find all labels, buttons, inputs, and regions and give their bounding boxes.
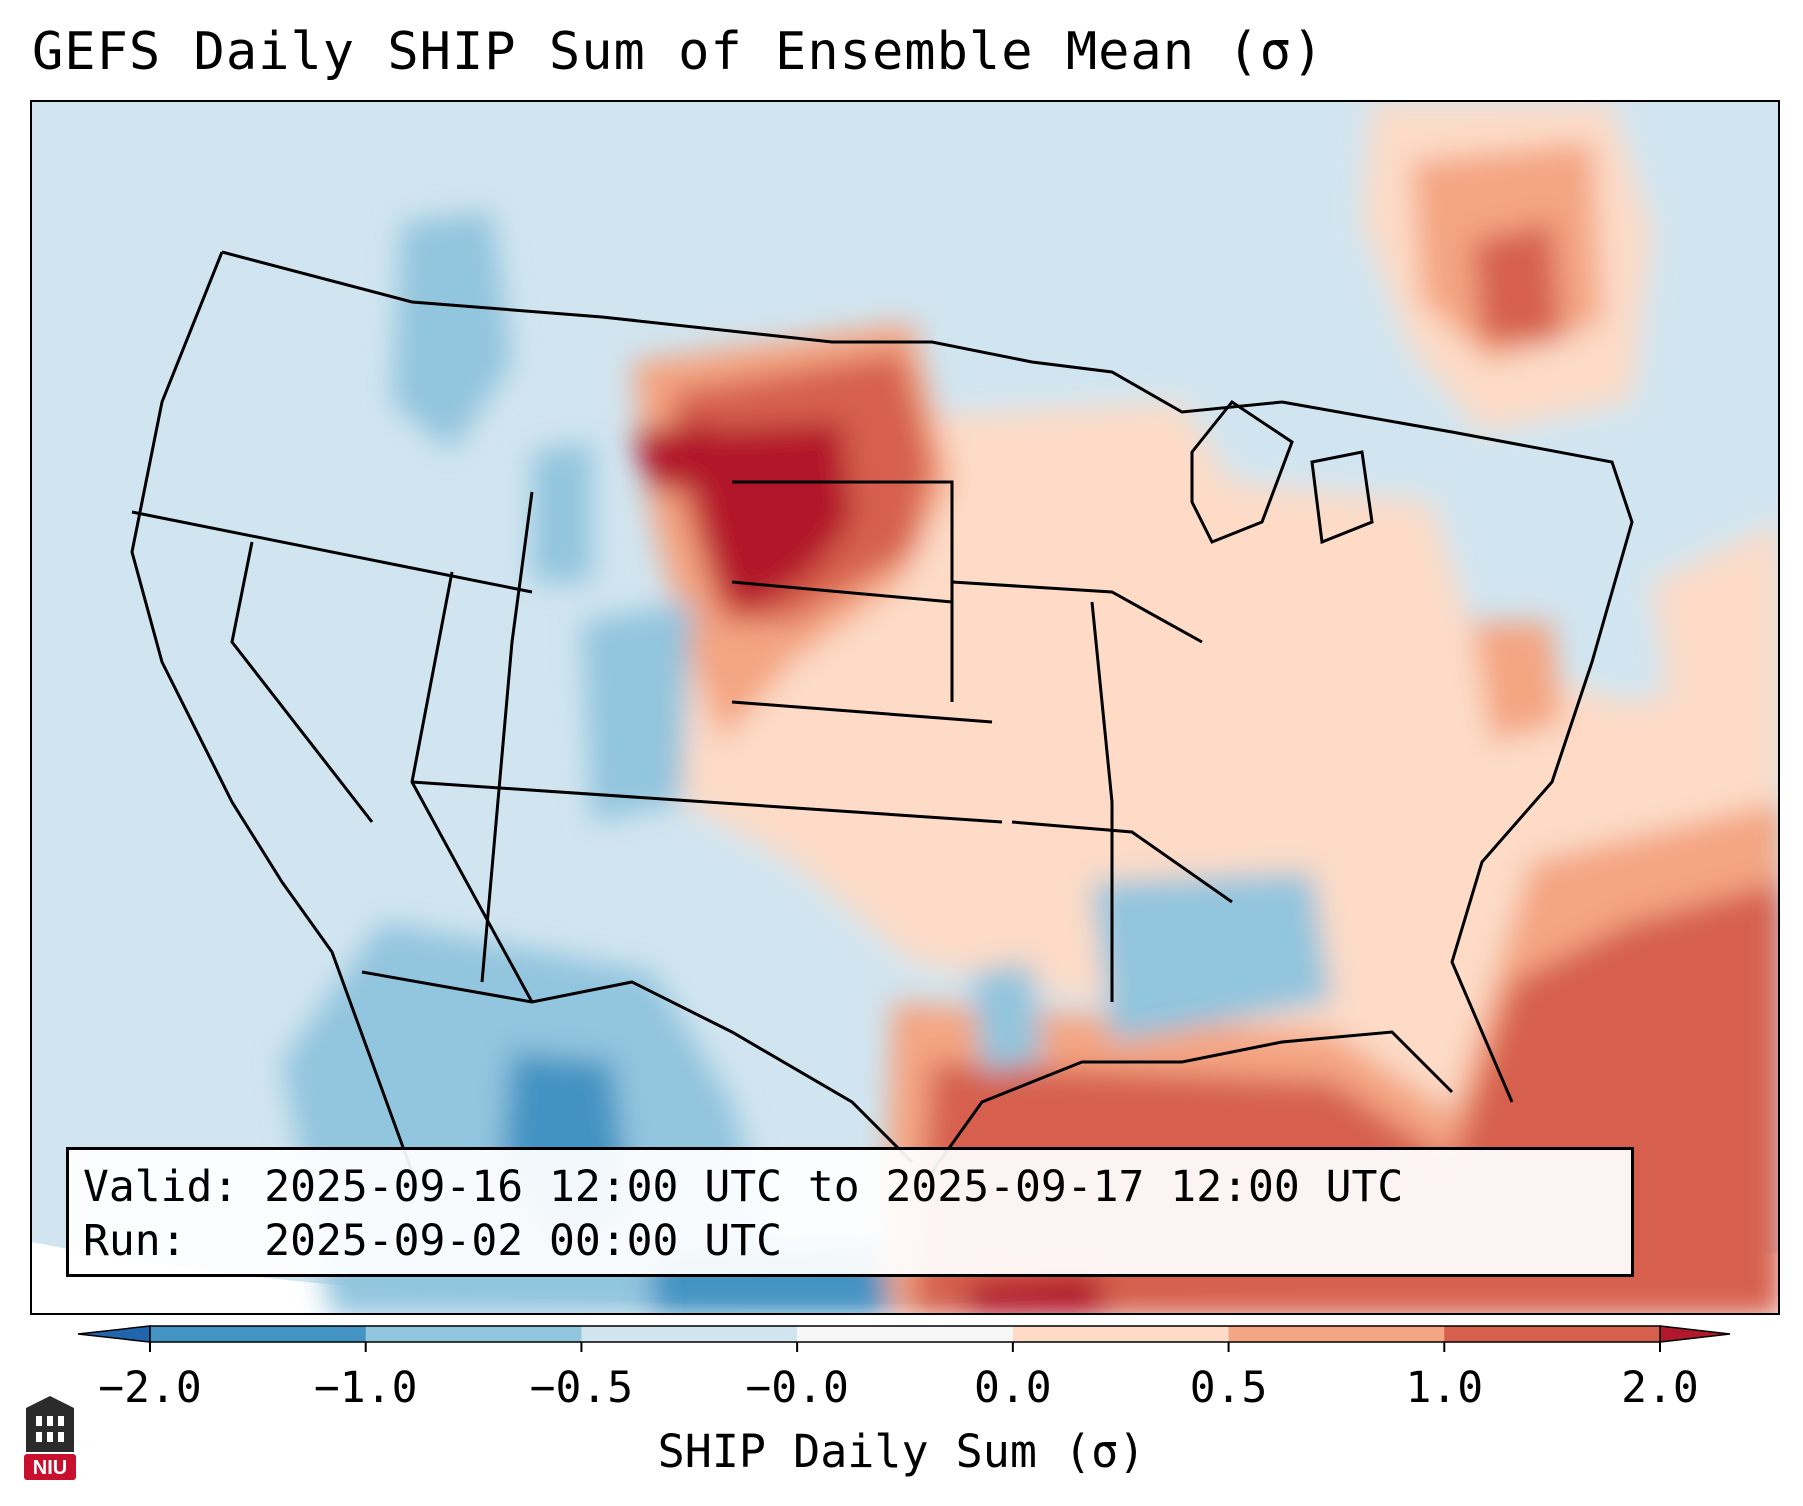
colorbar-bin — [797, 1326, 1014, 1342]
colorbar-tick-label: −2.0 — [98, 1363, 202, 1413]
colorbar-bin — [581, 1326, 798, 1342]
colorbar-label: SHIP Daily Sum (σ) — [657, 1425, 1146, 1478]
logo-text: NIU — [33, 1457, 67, 1479]
colorbar-tick-label: 0.0 — [974, 1363, 1052, 1413]
run-time-line: Run: 2025-09-02 00:00 UTC — [83, 1216, 782, 1266]
west-coast — [130, 251, 414, 1173]
colorbar-bin — [1228, 1326, 1445, 1342]
colorbar: −2.0 −1.0 −0.5 −0.0 0.0 0.5 1.0 2.0 — [77, 1325, 1731, 1413]
boundaries — [130, 250, 1634, 1173]
ship-heatmap — [32, 102, 1778, 1313]
colorbar-tick-label: −1.0 — [314, 1363, 418, 1413]
colorbar-bin — [1012, 1326, 1230, 1342]
great-lakes — [1190, 399, 1374, 545]
colorbar-extend-low — [77, 1325, 151, 1343]
east-coast — [1281, 400, 1634, 1103]
colorbar-tick-label: 0.5 — [1190, 1363, 1268, 1413]
colorbar-tick-label: 2.0 — [1621, 1363, 1699, 1413]
map-title: GEFS Daily SHIP Sum of Ensemble Mean (σ) — [32, 22, 1325, 82]
us-canada-border — [221, 250, 1283, 414]
mexico-border — [361, 970, 914, 1164]
state-line-west — [131, 491, 534, 1003]
gulf-coast — [930, 1030, 1454, 1173]
validity-box: Valid: 2025-09-16 12:00 UTC to 2025-09-1… — [66, 1147, 1634, 1277]
colorbar-tick-label: 1.0 — [1405, 1363, 1483, 1413]
colorbar-bin — [365, 1326, 582, 1342]
niu-logo: NIU — [24, 1396, 76, 1480]
midwest-lines — [951, 580, 1233, 1002]
colorbar-tick-label: −0.5 — [530, 1363, 634, 1413]
colorbar-tick-label: −0.0 — [745, 1363, 849, 1413]
colorbar-extend-high — [1659, 1325, 1731, 1343]
plains-line — [411, 480, 1003, 824]
colorbar-bin — [150, 1326, 367, 1342]
logo-badge — [24, 1454, 76, 1480]
colorbar-bin — [1444, 1326, 1661, 1342]
map-panel — [30, 100, 1780, 1315]
valid-time-line: Valid: 2025-09-16 12:00 UTC to 2025-09-1… — [83, 1162, 1404, 1212]
